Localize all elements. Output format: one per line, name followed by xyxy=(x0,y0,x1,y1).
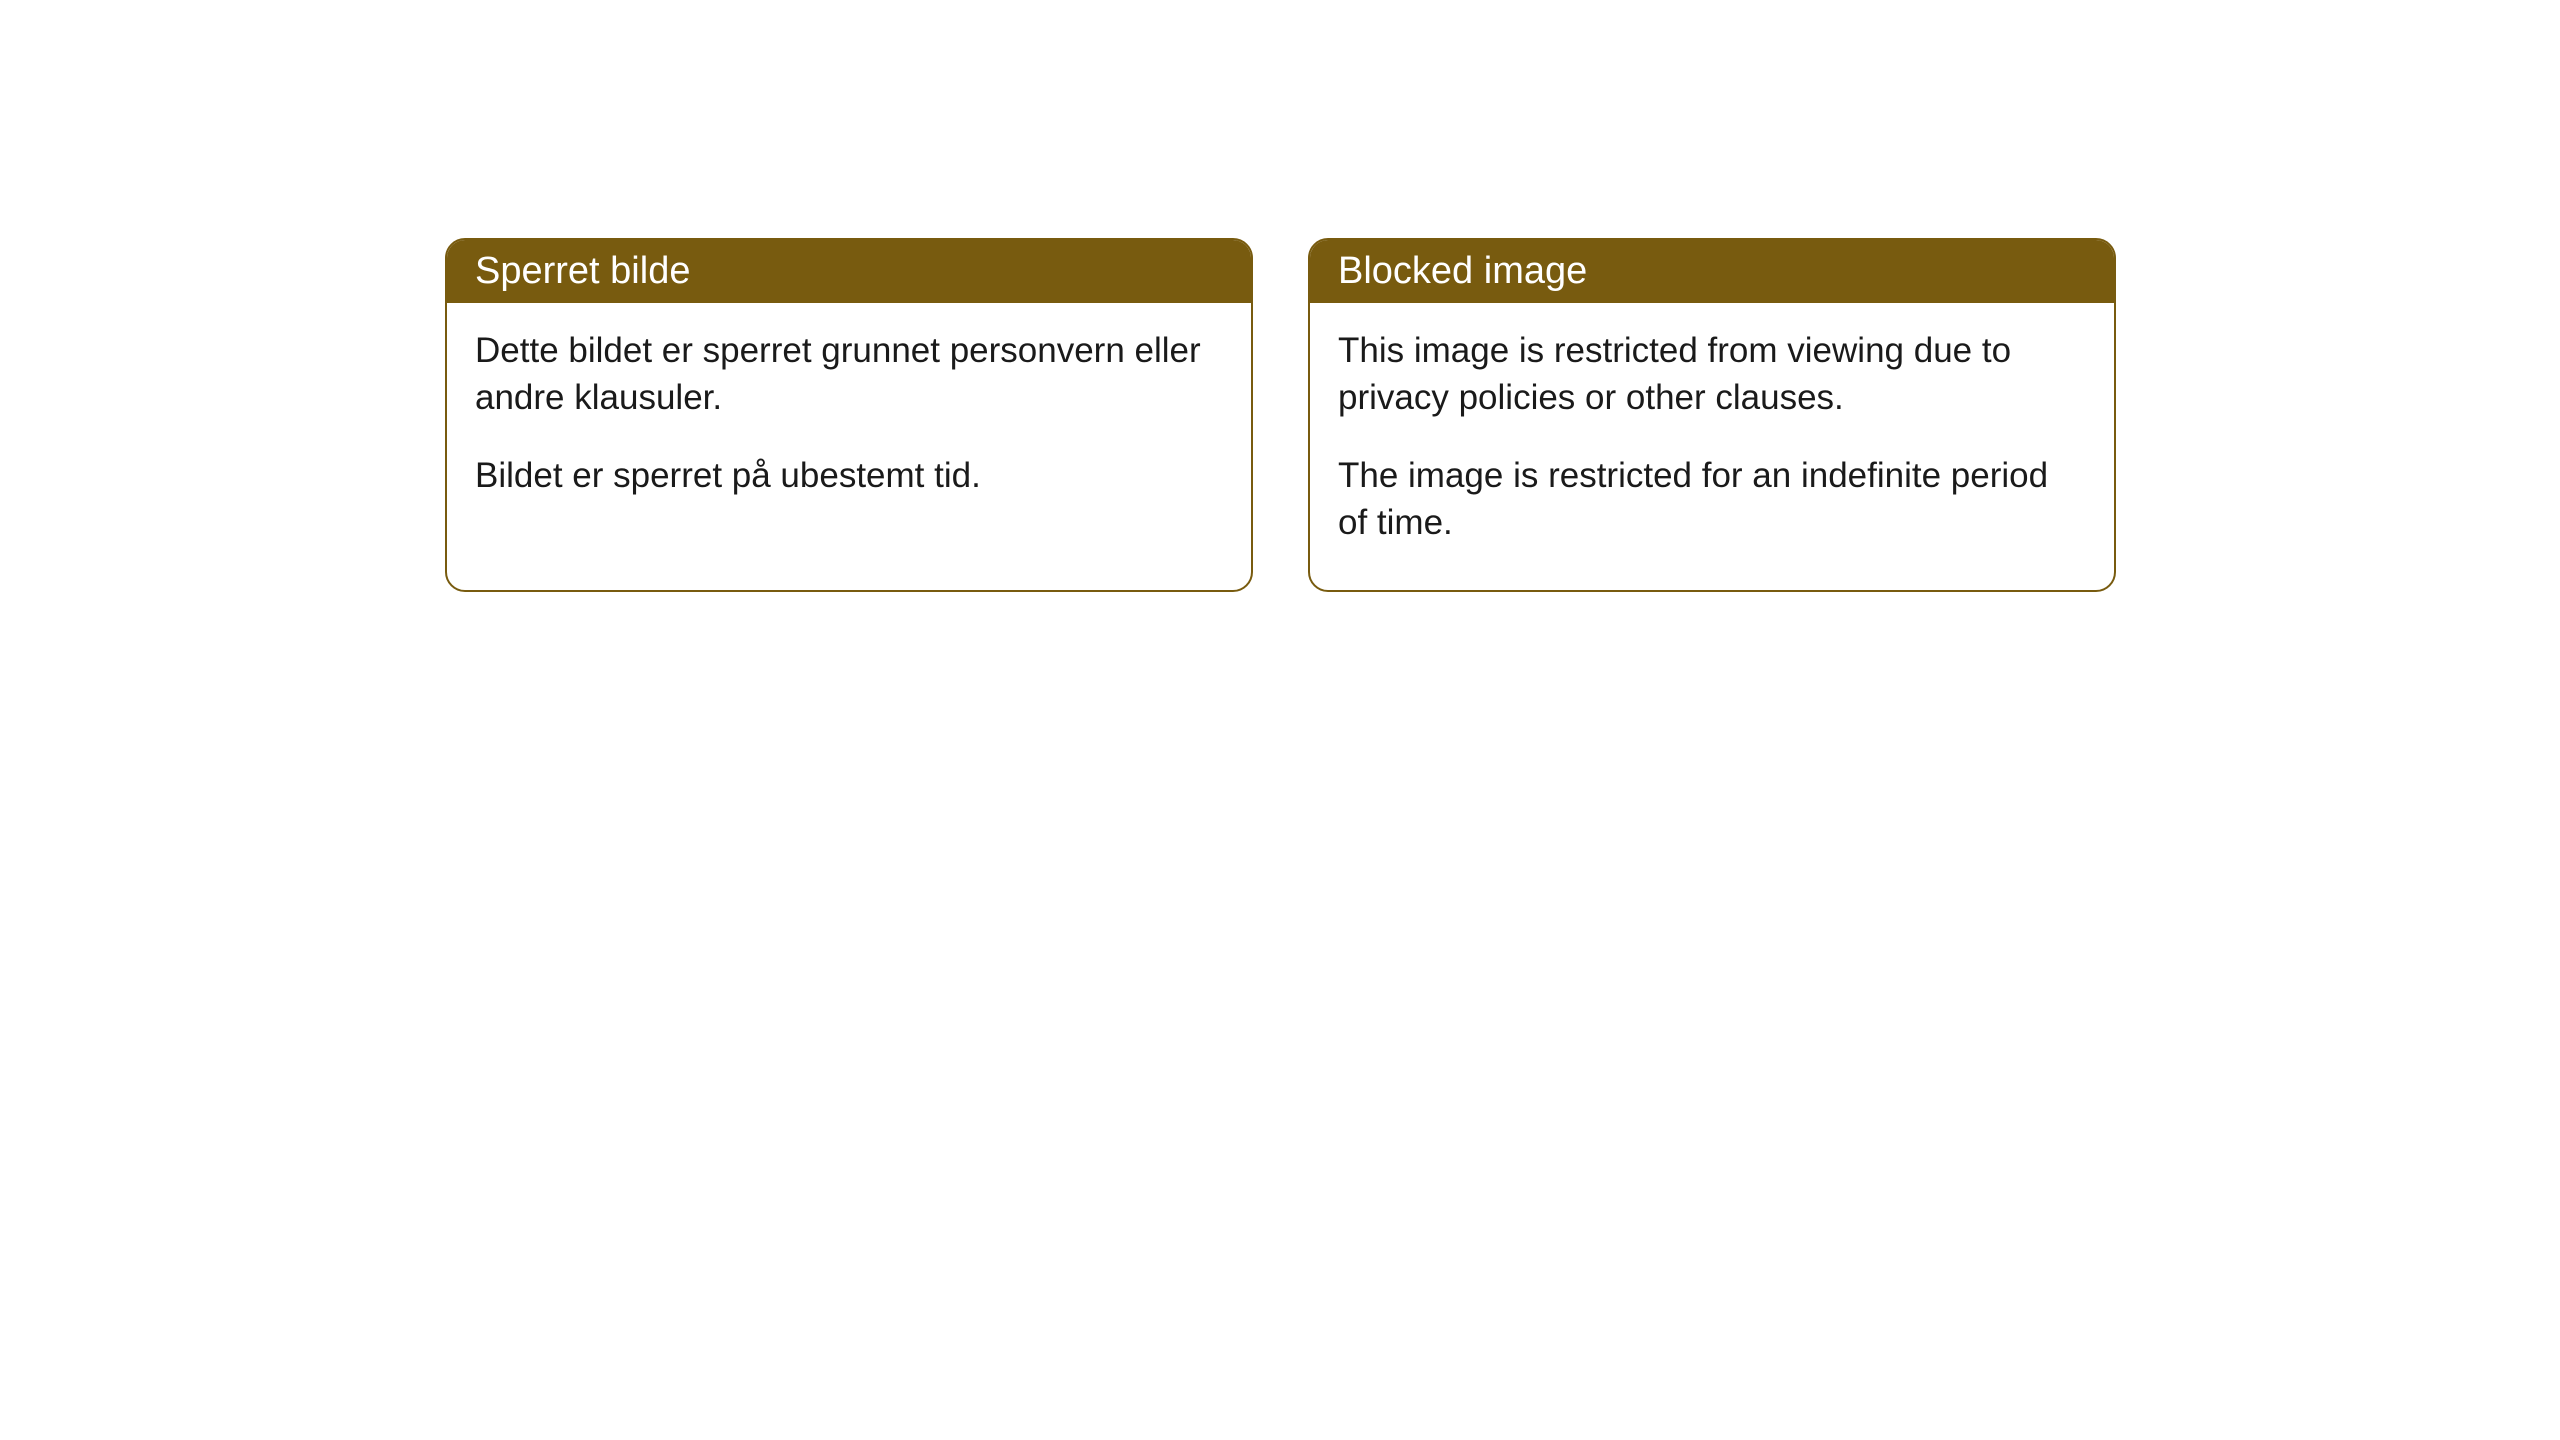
card-header: Sperret bilde xyxy=(447,240,1251,303)
card-body: This image is restricted from viewing du… xyxy=(1310,303,2114,590)
card-paragraph: The image is restricted for an indefinit… xyxy=(1338,452,2086,547)
card-title: Blocked image xyxy=(1338,250,1587,292)
notice-card-container: Sperret bilde Dette bildet er sperret gr… xyxy=(445,238,2116,592)
card-paragraph: This image is restricted from viewing du… xyxy=(1338,327,2086,422)
card-title: Sperret bilde xyxy=(475,250,690,292)
card-paragraph: Bildet er sperret på ubestemt tid. xyxy=(475,452,1223,499)
notice-card-english: Blocked image This image is restricted f… xyxy=(1308,238,2116,592)
card-header: Blocked image xyxy=(1310,240,2114,303)
card-body: Dette bildet er sperret grunnet personve… xyxy=(447,303,1251,543)
notice-card-norwegian: Sperret bilde Dette bildet er sperret gr… xyxy=(445,238,1253,592)
card-paragraph: Dette bildet er sperret grunnet personve… xyxy=(475,327,1223,422)
